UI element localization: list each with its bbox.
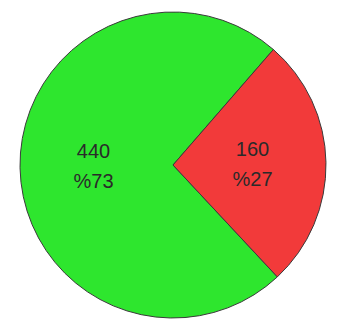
svg-text:440: 440 [77, 140, 110, 162]
svg-text:%73: %73 [73, 170, 113, 192]
svg-text:%27: %27 [232, 168, 272, 190]
svg-text:160: 160 [236, 138, 269, 160]
